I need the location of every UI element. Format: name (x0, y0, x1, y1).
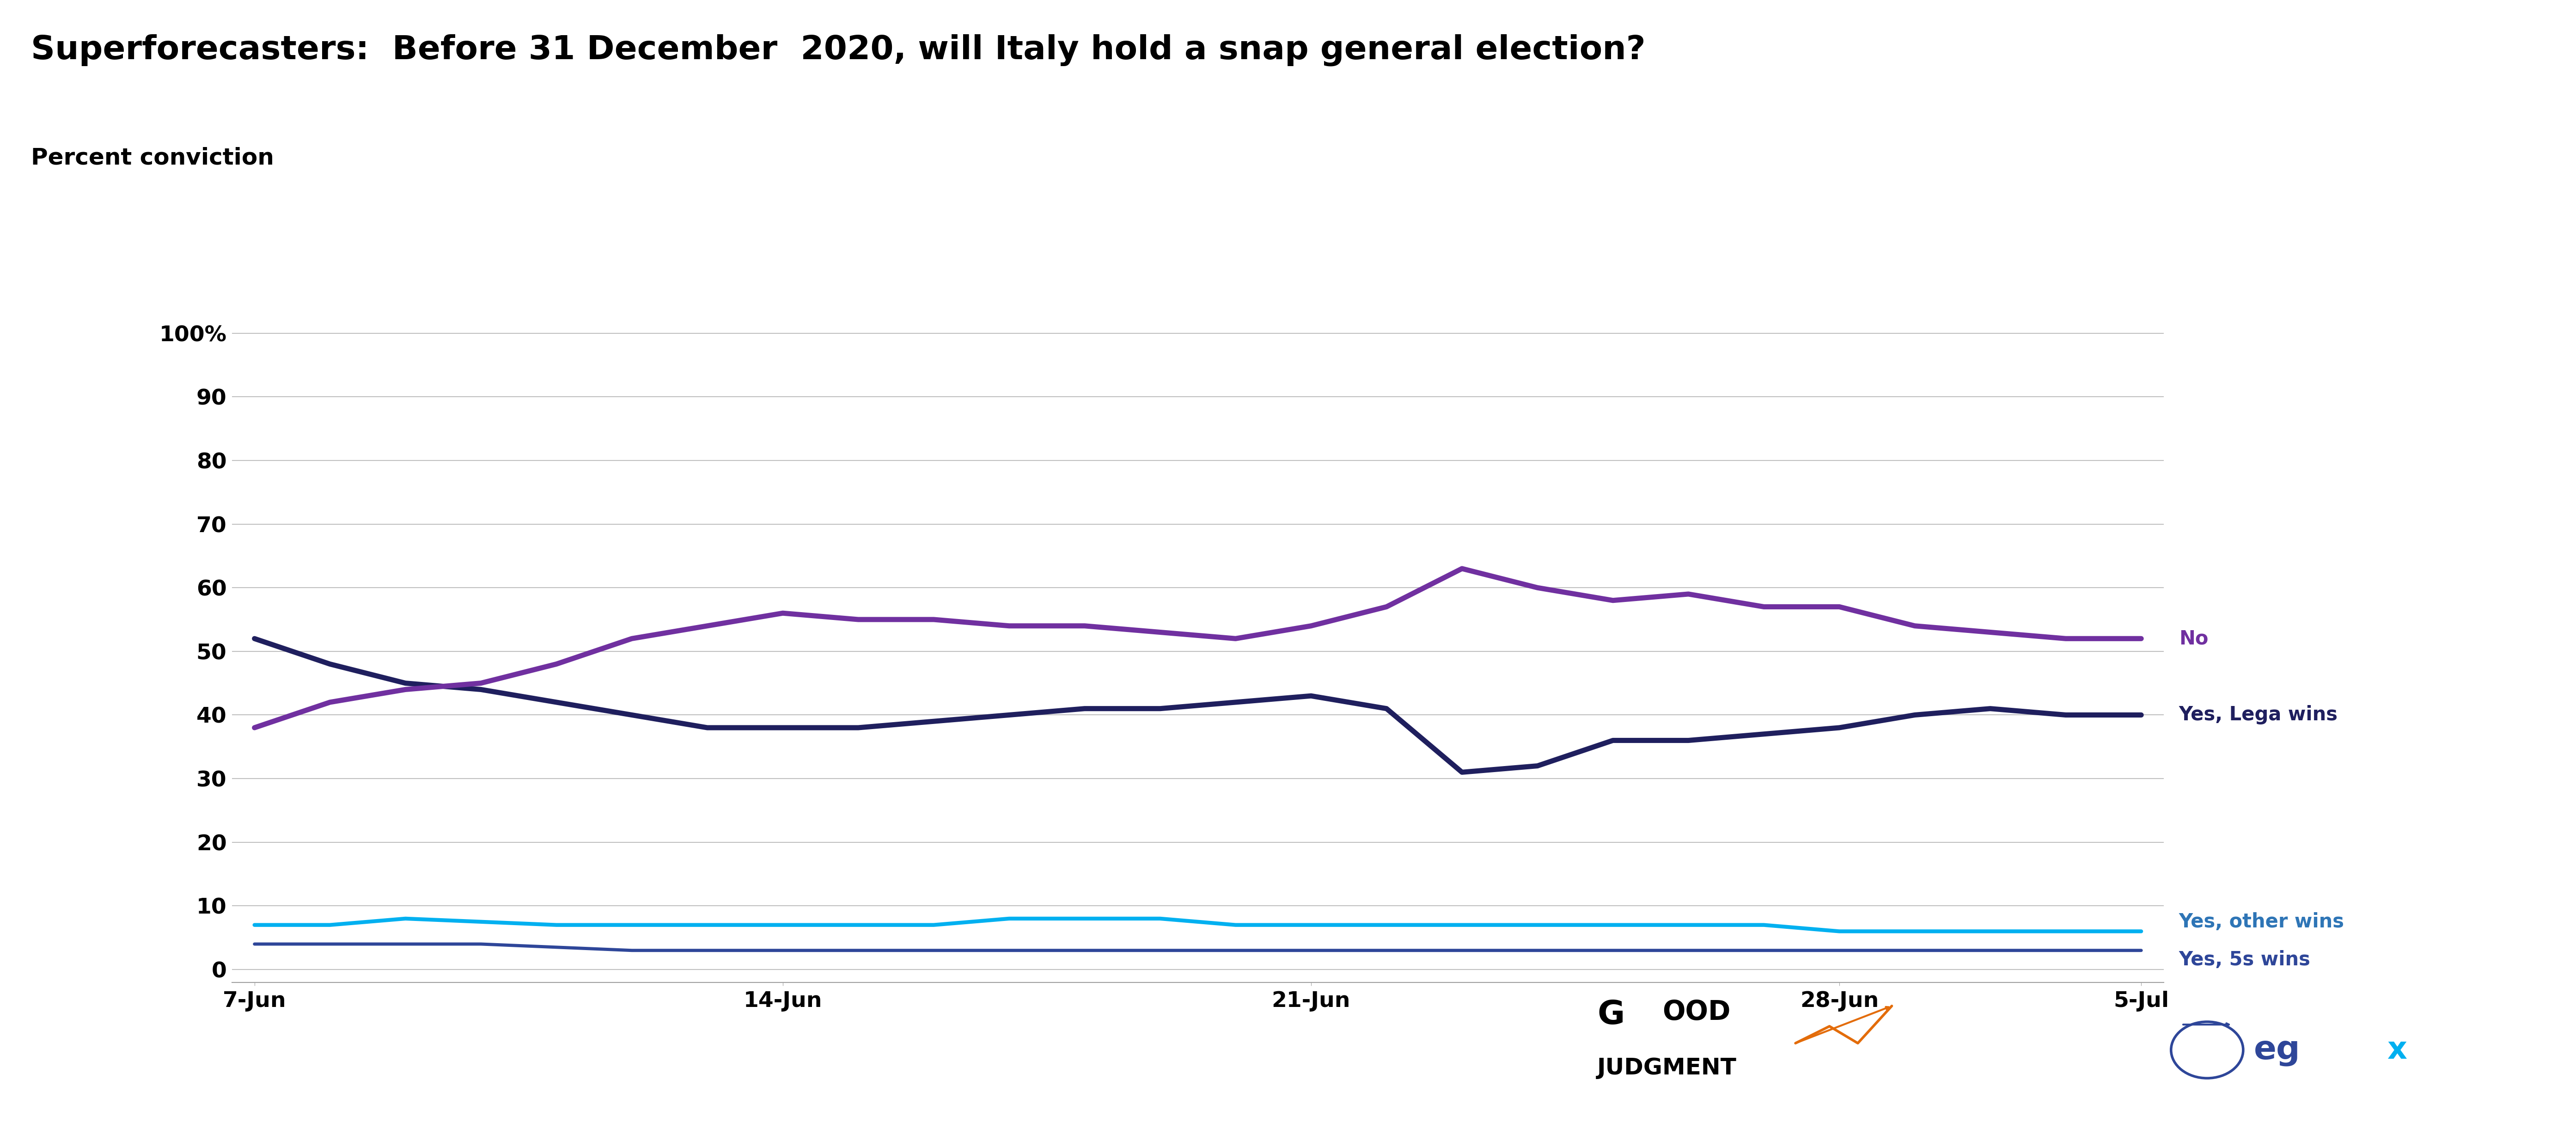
Text: Percent conviction: Percent conviction (31, 147, 273, 169)
Text: x: x (2388, 1034, 2409, 1066)
Text: G: G (1597, 999, 1625, 1031)
Text: Superforecasters:  Before 31 December  2020, will Italy hold a snap general elec: Superforecasters: Before 31 December 202… (31, 34, 1646, 65)
Text: JUDGMENT: JUDGMENT (1597, 1057, 1736, 1079)
Text: Yes, other wins: Yes, other wins (2179, 912, 2344, 931)
Text: eg: eg (2254, 1034, 2300, 1066)
Text: No: No (2179, 629, 2208, 648)
Text: Yes, 5s wins: Yes, 5s wins (2179, 951, 2311, 970)
Text: OOD: OOD (1662, 999, 1731, 1025)
Text: Yes, Lega wins: Yes, Lega wins (2179, 706, 2339, 725)
